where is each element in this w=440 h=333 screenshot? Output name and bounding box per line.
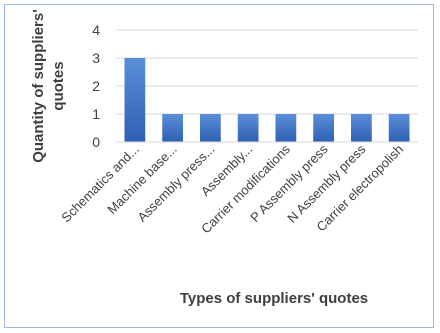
bar [388,114,410,142]
y-tick-label: 3 [92,50,100,66]
y-axis-ticks: 0 1 2 3 4 [92,22,100,150]
bar [162,114,184,142]
bar [313,114,335,142]
bar [275,114,297,142]
gridlines [116,29,418,115]
y-tick-label: 0 [92,134,100,150]
x-axis-title: Types of suppliers' quotes [180,290,368,307]
y-axis-title: Quantity of suppliers' quotes [30,9,67,163]
y-tick-label: 2 [92,78,100,94]
bar [350,114,372,142]
bars [124,58,410,142]
bar [199,114,221,142]
y-axis-title-line: Quantity of suppliers' [30,9,47,163]
x-axis-ticks: Schematics and...Machine base...Assembly… [58,141,406,236]
bar [124,58,146,142]
y-tick-label: 4 [92,22,100,38]
y-axis-title-line: quotes [50,61,67,110]
bar [237,114,259,142]
y-tick-label: 1 [92,106,100,122]
